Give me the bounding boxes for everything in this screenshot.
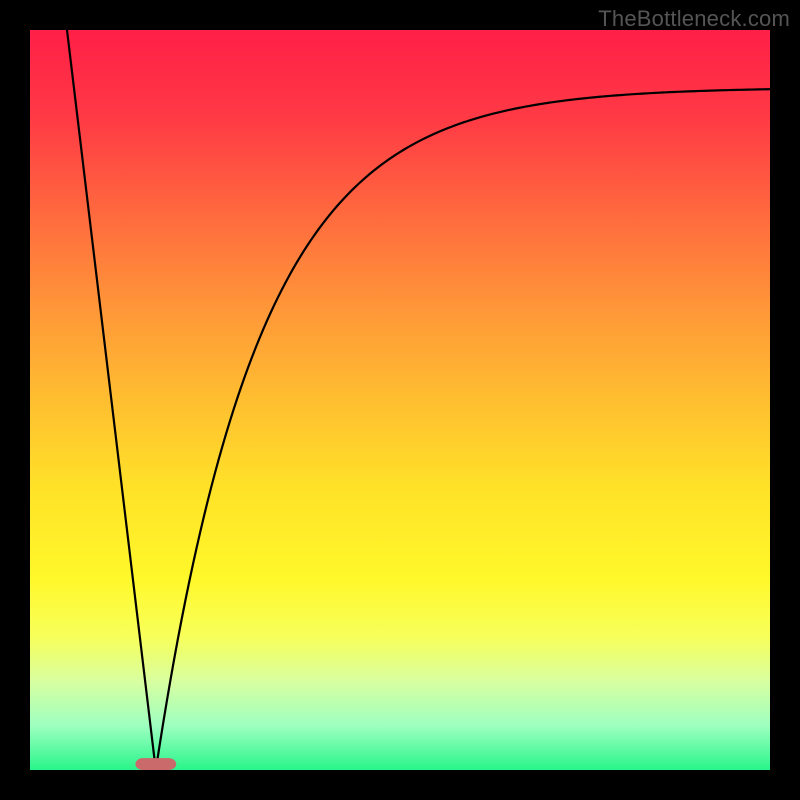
chart-svg <box>0 0 800 800</box>
dip-marker <box>135 758 176 770</box>
plot-background <box>30 30 770 770</box>
chart-container: TheBottleneck.com <box>0 0 800 800</box>
watermark-text: TheBottleneck.com <box>598 6 790 32</box>
